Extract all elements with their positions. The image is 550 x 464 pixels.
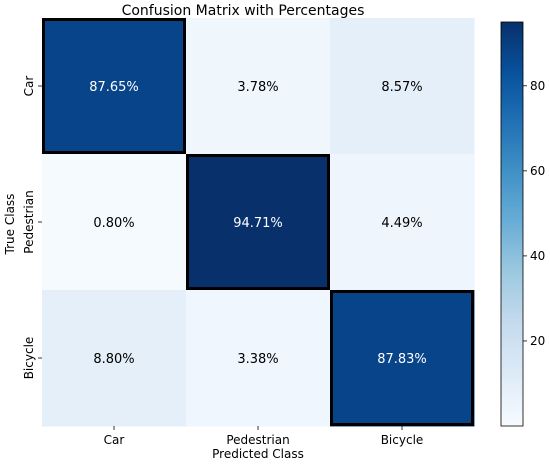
cell-value-label: 87.65% xyxy=(89,80,139,95)
diagonal-highlight-box xyxy=(330,290,474,426)
heatmap-cell-labels: 87.65% 3.78% 8.57% 0.80% 94.71% 4.49% 8.80% 3.3… xyxy=(89,80,427,367)
colorbar-tick-label: 80 xyxy=(530,79,545,93)
heatmap-cell-r2-c0 xyxy=(42,290,187,427)
heatmap-cell-r1-c1 xyxy=(186,154,331,291)
x-axis-ticks: Car Pedestrian Bicycle xyxy=(104,426,424,447)
cell-value-label: 4.49% xyxy=(381,216,422,231)
y-tick-label: Car xyxy=(22,76,36,97)
y-axis-ticks: Car Pedestrian Bicycle xyxy=(22,76,42,380)
heatmap-cell-r2-c1 xyxy=(186,290,331,427)
heatmap-cell-r0-c2 xyxy=(330,18,475,155)
x-tick-label: Bicycle xyxy=(381,433,424,447)
x-axis-label: Predicted Class xyxy=(212,447,304,461)
colorbar: 20 40 60 80 xyxy=(500,21,545,427)
cell-value-label: 3.38% xyxy=(237,352,278,367)
cell-value-label: 87.83% xyxy=(377,352,427,367)
y-axis-label: True Class xyxy=(3,194,17,256)
heatmap-cell-r1-c0 xyxy=(42,154,187,291)
heatmap-cell-r0-c1 xyxy=(186,18,331,155)
diagonal-highlight-box xyxy=(186,154,330,290)
colorbar-ticks: 20 40 60 80 xyxy=(523,79,545,348)
heatmap-cell-r1-c2 xyxy=(330,154,475,291)
colorbar-tick-label: 60 xyxy=(530,164,545,178)
heatmap-cells xyxy=(42,18,475,427)
colorbar-tick-label: 40 xyxy=(530,249,545,263)
colorbar-gradient xyxy=(500,21,524,427)
cell-value-label: 94.71% xyxy=(233,216,283,231)
diagonal-highlight-box xyxy=(42,18,186,154)
cell-value-label: 8.80% xyxy=(93,352,134,367)
heatmap-cell-r0-c0 xyxy=(42,18,187,155)
heatmap-cell-r2-c2 xyxy=(330,290,475,427)
cell-value-label: 8.57% xyxy=(381,80,422,95)
diagonal-highlights xyxy=(42,18,474,426)
colorbar-tick-label: 20 xyxy=(530,334,545,348)
chart-title: Confusion Matrix with Percentages xyxy=(122,3,365,19)
y-tick-label: Pedestrian xyxy=(22,190,36,253)
cell-value-label: 0.80% xyxy=(93,216,134,231)
y-tick-label: Bicycle xyxy=(22,337,36,380)
x-tick-label: Pedestrian xyxy=(226,433,289,447)
x-tick-label: Car xyxy=(104,433,125,447)
cell-value-label: 3.78% xyxy=(237,80,278,95)
